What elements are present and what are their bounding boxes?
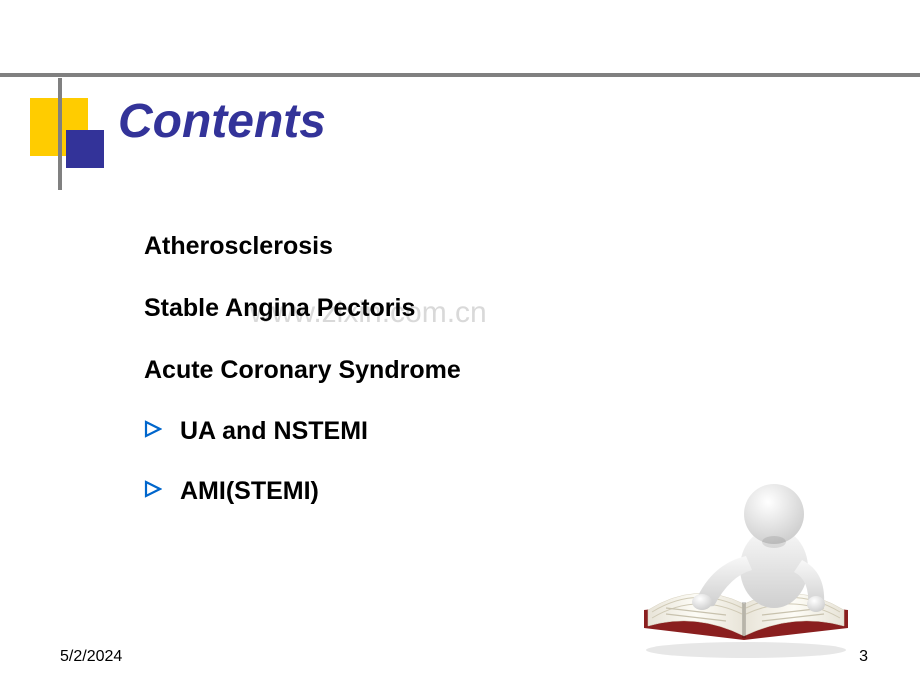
content-sub-item: UA and NSTEMI — [144, 415, 860, 449]
content-item: Atherosclerosis — [144, 230, 860, 264]
decor-line-horizontal — [0, 73, 920, 77]
bullet-triangle-icon — [144, 480, 162, 498]
slide: Contents www.zixin.com.cn Atherosclerosi… — [0, 0, 920, 690]
illustration-figure — [626, 460, 866, 660]
mannequin-book-icon — [626, 460, 866, 660]
bullet-triangle-icon — [144, 420, 162, 438]
content-item: Stable Angina Pectoris — [144, 292, 860, 326]
content-sub-item-label: UA and NSTEMI — [180, 417, 368, 445]
content-item: Acute Coronary Syndrome — [144, 354, 860, 388]
footer-date: 5/2/2024 — [60, 648, 122, 666]
decor-line-vertical — [58, 78, 62, 190]
content-sub-item-label: AMI(STEMI) — [180, 477, 319, 505]
decor-square-blue — [66, 130, 104, 168]
slide-title: Contents — [118, 94, 326, 149]
footer-page-number: 3 — [859, 648, 868, 666]
